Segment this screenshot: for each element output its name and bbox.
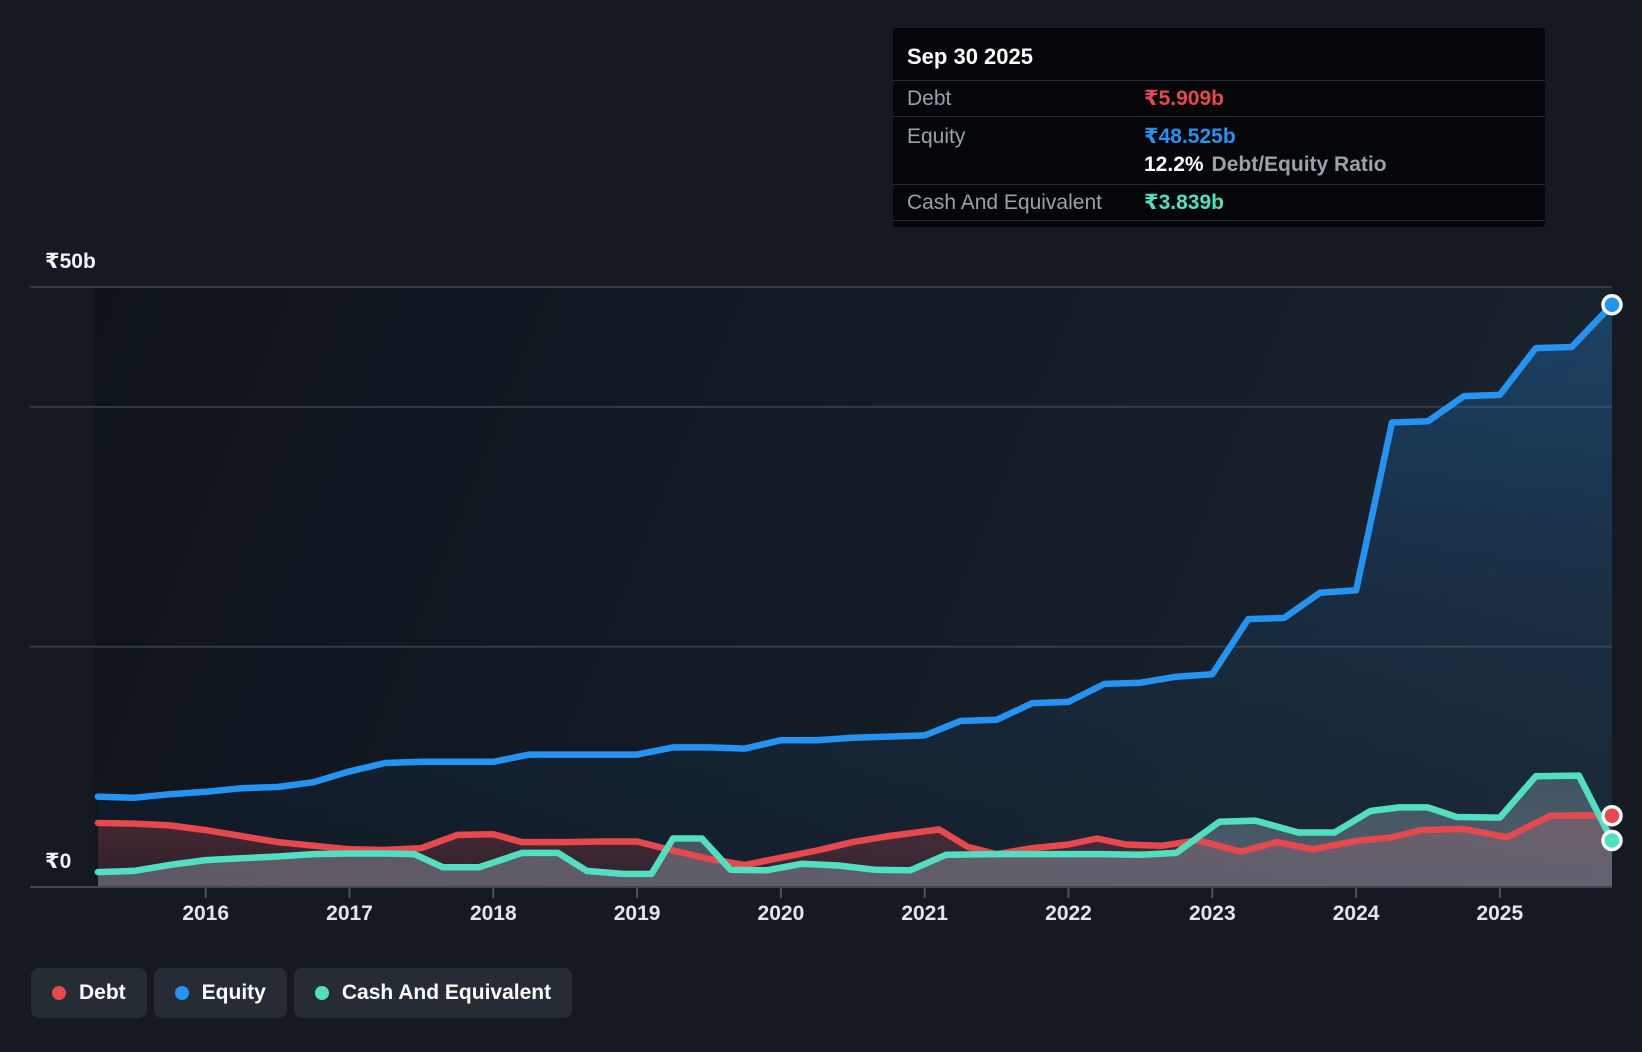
y-axis-label-0: ₹0: [45, 850, 71, 873]
legend-toggle-cash[interactable]: Cash And Equivalent: [293, 968, 573, 1018]
x-tick-label-2022: 2022: [1045, 902, 1092, 925]
debt-line: [94, 811, 1616, 869]
cash-end-marker: [1601, 829, 1623, 852]
x-tick-label-2020: 2020: [758, 902, 805, 925]
tooltip-ratio-value: 12.2%: [1144, 153, 1204, 176]
legend-cash-label: Cash And Equivalent: [341, 981, 552, 1004]
tooltip-ratio-label: Debt/Equity Ratio: [1211, 153, 1387, 176]
tooltip-date: Sep 30 2025: [893, 28, 1545, 81]
tooltip-debt-value: ₹5.909b: [1144, 87, 1224, 110]
tooltip-cash-row: Cash And Equivalent ₹3.839b: [893, 185, 1545, 221]
tooltip-equity-label: Equity: [907, 125, 966, 148]
x-tick-label-2017: 2017: [326, 902, 373, 925]
x-tick-label-2023: 2023: [1189, 902, 1236, 925]
tooltip-cash-label: Cash And Equivalent: [907, 191, 1102, 214]
x-tick-label-2018: 2018: [470, 902, 517, 925]
tooltip-cash-value: ₹3.839b: [1144, 191, 1224, 214]
tooltip-equity-value: ₹48.525b: [1144, 125, 1236, 148]
equity-line: [94, 301, 1616, 802]
x-tick-label-2016: 2016: [182, 902, 229, 925]
legend-toggle-equity[interactable]: Equity: [153, 968, 287, 1018]
legend: Debt Equity Cash And Equivalent: [31, 968, 573, 1018]
tooltip-debt-label: Debt: [907, 87, 952, 110]
equity-series-dot: [174, 986, 189, 1000]
cash-area: [97, 775, 1612, 887]
x-tick-label-2024: 2024: [1333, 902, 1380, 925]
legend-debt-label: Debt: [79, 981, 126, 1004]
x-tick-label-2025: 2025: [1476, 902, 1523, 925]
equity-area: [97, 304, 1612, 887]
cash-series-dot: [314, 986, 329, 1000]
x-tick-label-2021: 2021: [901, 902, 948, 925]
debt-end-marker: [1601, 804, 1623, 827]
legend-toggle-debt[interactable]: Debt: [31, 968, 147, 1018]
legend-equity-label: Equity: [201, 981, 266, 1004]
y-axis-label-50: ₹50b: [45, 250, 96, 273]
tooltip-equity-row: Equity ₹48.525b: [893, 117, 1545, 150]
cash-line: [94, 772, 1616, 878]
tooltip-debt-row: Debt ₹5.909b: [893, 81, 1545, 117]
debt-series-dot: [52, 986, 66, 1000]
chart-tooltip: Sep 30 2025 Debt ₹5.909b Equity ₹48.525b…: [893, 28, 1545, 227]
equity-end-marker: [1601, 293, 1623, 316]
x-tick-label-2019: 2019: [614, 902, 661, 925]
tooltip-ratio-row: 12.2% Debt/Equity Ratio: [893, 150, 1545, 185]
